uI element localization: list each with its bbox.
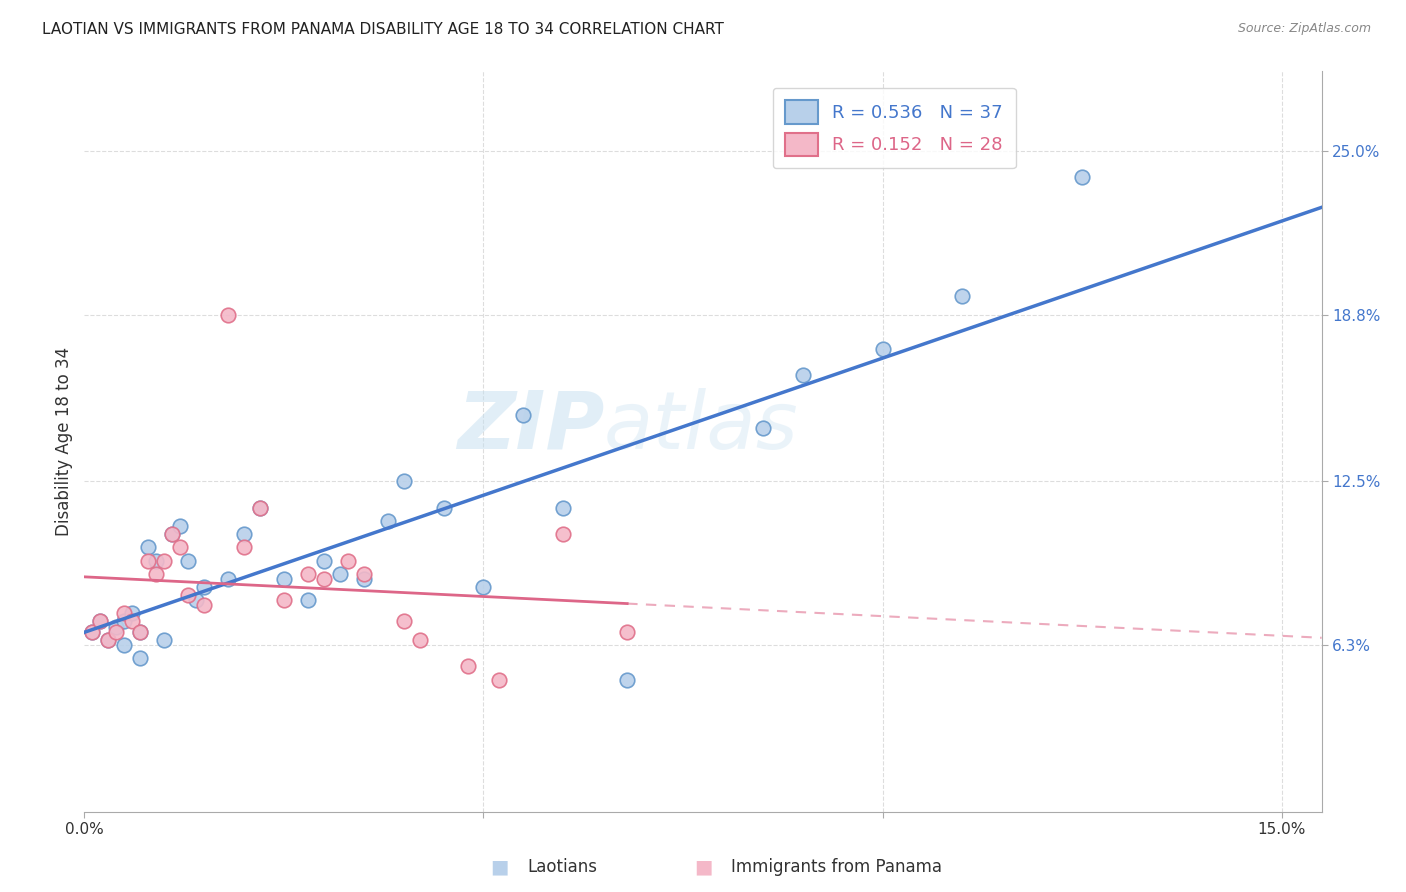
Point bbox=[193, 580, 215, 594]
Point bbox=[97, 632, 120, 647]
Point bbox=[488, 673, 510, 687]
Point bbox=[233, 541, 256, 555]
Point bbox=[153, 632, 176, 647]
Point bbox=[217, 572, 239, 586]
Point bbox=[153, 553, 176, 567]
Point bbox=[160, 527, 183, 541]
Text: Source: ZipAtlas.com: Source: ZipAtlas.com bbox=[1237, 22, 1371, 36]
Point bbox=[377, 514, 399, 528]
Point bbox=[297, 593, 319, 607]
Point bbox=[145, 566, 167, 581]
Point bbox=[249, 500, 271, 515]
Point bbox=[512, 408, 534, 422]
Point bbox=[177, 588, 200, 602]
Point bbox=[872, 342, 894, 356]
Point bbox=[160, 527, 183, 541]
Y-axis label: Disability Age 18 to 34: Disability Age 18 to 34 bbox=[55, 347, 73, 536]
Point bbox=[792, 368, 814, 383]
Point bbox=[193, 599, 215, 613]
Point bbox=[145, 553, 167, 567]
Point bbox=[89, 615, 111, 629]
Point bbox=[136, 541, 159, 555]
Text: ■: ■ bbox=[489, 857, 509, 876]
Point bbox=[616, 624, 638, 639]
Point bbox=[82, 624, 104, 639]
Point bbox=[249, 500, 271, 515]
Point bbox=[353, 572, 375, 586]
Point bbox=[312, 553, 335, 567]
Text: ZIP: ZIP bbox=[457, 388, 605, 466]
Point bbox=[553, 500, 575, 515]
Point bbox=[752, 421, 775, 435]
Text: Immigrants from Panama: Immigrants from Panama bbox=[731, 858, 942, 876]
Point bbox=[105, 624, 128, 639]
Point bbox=[273, 572, 295, 586]
Point bbox=[432, 500, 454, 515]
Point bbox=[105, 619, 128, 633]
Point bbox=[457, 659, 479, 673]
Point bbox=[177, 553, 200, 567]
Point bbox=[1071, 170, 1094, 185]
Point bbox=[121, 615, 143, 629]
Point bbox=[112, 615, 135, 629]
Point bbox=[392, 474, 415, 488]
Legend: R = 0.536   N = 37, R = 0.152   N = 28: R = 0.536 N = 37, R = 0.152 N = 28 bbox=[773, 87, 1015, 169]
Text: atlas: atlas bbox=[605, 388, 799, 466]
Point bbox=[129, 624, 152, 639]
Point bbox=[121, 607, 143, 621]
Point bbox=[392, 615, 415, 629]
Point bbox=[184, 593, 207, 607]
Point bbox=[616, 673, 638, 687]
Point bbox=[408, 632, 430, 647]
Point bbox=[136, 553, 159, 567]
Point bbox=[472, 580, 495, 594]
Text: ■: ■ bbox=[693, 857, 713, 876]
Point bbox=[297, 566, 319, 581]
Point bbox=[129, 651, 152, 665]
Point bbox=[97, 632, 120, 647]
Point bbox=[112, 607, 135, 621]
Point bbox=[112, 638, 135, 652]
Point bbox=[553, 527, 575, 541]
Point bbox=[129, 624, 152, 639]
Point bbox=[82, 624, 104, 639]
Point bbox=[952, 289, 974, 303]
Point bbox=[353, 566, 375, 581]
Point bbox=[336, 553, 359, 567]
Text: LAOTIAN VS IMMIGRANTS FROM PANAMA DISABILITY AGE 18 TO 34 CORRELATION CHART: LAOTIAN VS IMMIGRANTS FROM PANAMA DISABI… bbox=[42, 22, 724, 37]
Point bbox=[273, 593, 295, 607]
Point bbox=[89, 615, 111, 629]
Point bbox=[169, 541, 191, 555]
Point bbox=[329, 566, 352, 581]
Point bbox=[169, 519, 191, 533]
Text: Laotians: Laotians bbox=[527, 858, 598, 876]
Point bbox=[312, 572, 335, 586]
Point bbox=[217, 308, 239, 322]
Point bbox=[233, 527, 256, 541]
